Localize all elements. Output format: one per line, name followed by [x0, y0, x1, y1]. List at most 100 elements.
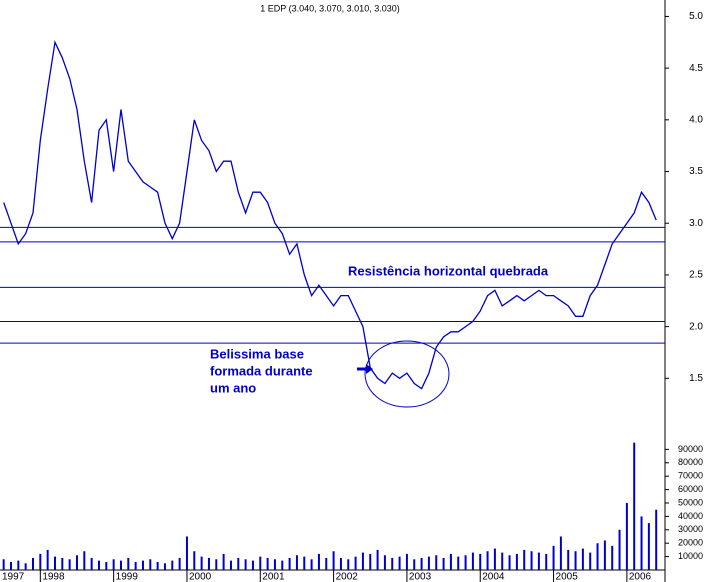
volume-bar [310, 559, 313, 570]
volume-bar [640, 516, 643, 570]
volume-bar [61, 557, 64, 570]
y-tick-label: 3.5 [689, 166, 703, 177]
y-tick-label: 5.0 [689, 11, 703, 22]
volume-bar [537, 552, 540, 570]
volume-bar [105, 561, 108, 570]
volume-bar [596, 543, 599, 570]
x-tick-label: 1997 [2, 572, 25, 582]
volume-bar [545, 553, 548, 570]
volume-bar [420, 557, 423, 570]
volume-bar [655, 509, 658, 570]
volume-bar [317, 553, 320, 570]
volume-bar [273, 559, 276, 570]
x-tick-label: 2006 [629, 572, 652, 582]
volume-bar [603, 540, 606, 570]
y-tick-label: 70000 [678, 471, 703, 481]
volume-bar [303, 556, 306, 570]
volume-bar [200, 556, 203, 570]
volume-bar [413, 559, 416, 570]
volume-bar [464, 555, 467, 570]
volume-bar [295, 555, 298, 570]
volume-bar [581, 548, 584, 570]
volume-bar [383, 555, 386, 570]
volume-bar [281, 560, 284, 570]
volume-bar [83, 551, 86, 570]
volume-bar [589, 552, 592, 570]
volume-bar [2, 559, 5, 570]
volume-bar [97, 560, 100, 570]
volume-bar [625, 502, 628, 570]
y-tick-label: 20000 [678, 538, 703, 548]
volume-bar [347, 559, 350, 570]
volume-bar [515, 553, 518, 570]
volume-bar [75, 555, 78, 570]
volume-bar [449, 553, 452, 570]
volume-bar [471, 552, 474, 570]
volume-bar [17, 560, 20, 570]
x-tick-label: 2005 [556, 572, 579, 582]
volume-bar [90, 557, 93, 570]
volume-bar [9, 561, 12, 570]
volume-bar [259, 556, 262, 570]
highlight-ellipse [364, 340, 450, 408]
volume-bar [24, 563, 27, 570]
volume-bar [332, 551, 335, 570]
volume-bar [508, 555, 511, 570]
volume-bar [369, 553, 372, 570]
volume-bar [207, 557, 210, 570]
volume-bar [46, 549, 49, 570]
volume-bar [567, 549, 570, 570]
y-tick-label: 10000 [678, 551, 703, 561]
y-tick-label: 40000 [678, 511, 703, 521]
volume-bar [288, 557, 291, 570]
volume-bar [501, 552, 504, 570]
y-tick-label: 2.5 [689, 270, 703, 281]
volume-bar [141, 560, 144, 570]
y-tick-label: 60000 [678, 484, 703, 494]
volume-bar [53, 556, 56, 570]
volume-bar [266, 557, 269, 570]
volume-bar [486, 551, 489, 570]
volume-bar [31, 557, 34, 570]
annotation: um ano [210, 380, 256, 395]
volume-bar [134, 561, 137, 570]
arrow-head [366, 364, 373, 374]
volume-bar [178, 557, 181, 570]
volume-bar [193, 551, 196, 570]
volume-bar [523, 549, 526, 570]
volume-bar [185, 536, 188, 570]
volume-bar [119, 560, 122, 570]
volume-bar [530, 551, 533, 570]
volume-bar [479, 553, 482, 570]
volume-bar [112, 559, 115, 570]
volume-bar [163, 563, 166, 570]
x-tick-label: 2004 [482, 572, 505, 582]
price-line [3, 40, 657, 390]
annotation: Resistência horizontal quebrada [348, 263, 549, 278]
volume-bar [354, 556, 357, 570]
volume-bar [398, 556, 401, 570]
x-tick-label: 1998 [42, 572, 65, 582]
volume-bar [391, 557, 394, 570]
y-tick-label: 1.5 [689, 373, 703, 384]
volume-bar [339, 557, 342, 570]
volume-bar [442, 557, 445, 570]
y-tick-label: 90000 [678, 444, 703, 454]
volume-bar [325, 557, 328, 570]
x-tick-label: 2003 [409, 572, 432, 582]
volume-bar [427, 556, 430, 570]
volume-bar [149, 559, 152, 570]
volume-bar [435, 555, 438, 570]
volume-bar [552, 545, 555, 570]
x-tick-label: 2001 [262, 572, 285, 582]
volume-bar [376, 549, 379, 570]
volume-bar [229, 560, 232, 570]
volume-bar [215, 559, 218, 570]
volume-bar [361, 552, 364, 570]
y-tick-label: 3.0 [689, 218, 703, 229]
volume-bar [222, 553, 225, 570]
volume-bar [493, 548, 496, 570]
volume-bar [405, 553, 408, 570]
